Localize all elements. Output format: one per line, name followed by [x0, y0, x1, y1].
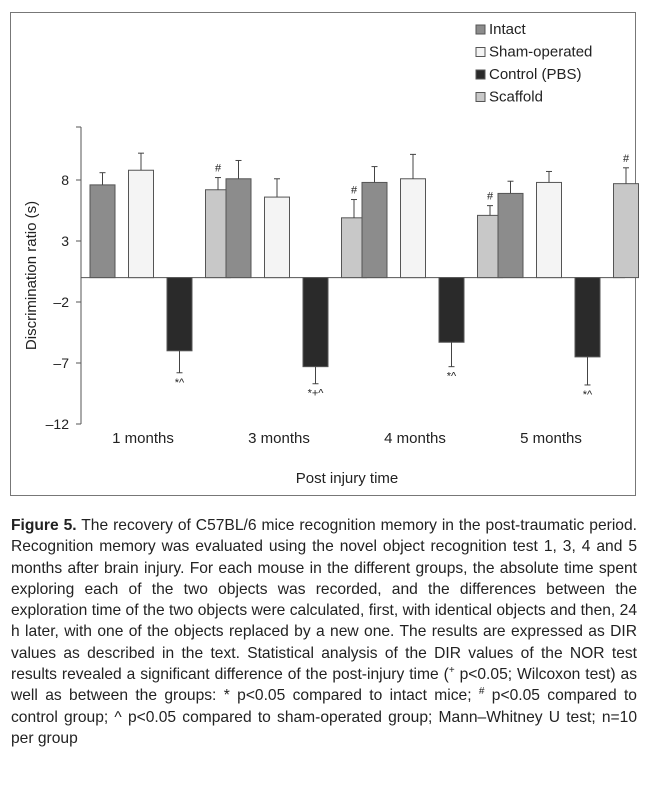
- caption-sup-plus: +: [448, 664, 455, 676]
- significance-label: #: [623, 153, 630, 165]
- legend-swatch: [475, 92, 486, 102]
- caption-text-3: p<0.05 compared to control group; ^ p<0.…: [11, 687, 637, 747]
- legend-label: Control (PBS): [489, 66, 582, 83]
- y-tick-label: –2: [53, 294, 69, 310]
- bar-control-pbs--2: [302, 277, 329, 368]
- bar-chart: 8 3 –2 –7 –12 Discrimination ratio (s) *^ #1 mo…: [23, 21, 639, 487]
- x-category-label: 1 months: [112, 430, 174, 447]
- x-category-label: 3 months: [248, 430, 310, 447]
- legend-swatch: [475, 24, 486, 35]
- bar-intact-4: [497, 192, 524, 279]
- bar-intact-1: [89, 184, 116, 279]
- figure-caption: Figure 5. The recovery of C57BL/6 mice r…: [11, 515, 637, 749]
- legend-label: Sham-operated: [489, 44, 592, 61]
- x-axis-label: Post injury time: [296, 470, 399, 487]
- y-tick-label: 8: [61, 172, 69, 188]
- bar-control-pbs--3: [438, 277, 465, 343]
- caption-label: Figure 5.: [11, 517, 77, 534]
- x-category-label: 5 months: [520, 430, 582, 447]
- significance-label: #: [487, 191, 494, 203]
- y-tick-label: –12: [46, 416, 70, 432]
- legend-label: Intact: [489, 21, 527, 38]
- legend-swatch: [475, 47, 486, 57]
- significance-label: *^: [175, 377, 185, 389]
- bar-sham-operated-2: [264, 196, 290, 279]
- bar-sham-operated-1: [128, 169, 154, 279]
- bar-sham-operated-4: [536, 181, 562, 279]
- y-axis-label: Discrimination ratio (s): [23, 201, 40, 350]
- significance-label: *+^: [308, 388, 325, 400]
- y-tick-label: –7: [53, 355, 69, 371]
- legend-label: Scaffold: [489, 89, 543, 106]
- bar-scaffold-4: [613, 183, 639, 279]
- caption-text-2: p<0.05; Wilcoxon test) as well as betwee…: [11, 666, 637, 705]
- bar-sham-operated-3: [400, 178, 426, 279]
- caption-sup-hash: #: [478, 686, 485, 698]
- significance-label: #: [351, 185, 358, 197]
- significance-label: #: [215, 163, 222, 175]
- y-tick-label: 3: [61, 233, 69, 249]
- significance-label: *^: [447, 371, 457, 383]
- bar-control-pbs--4: [574, 277, 601, 358]
- x-category-label: 4 months: [384, 430, 446, 447]
- legend-swatch: [475, 69, 486, 80]
- bar-intact-2: [225, 178, 252, 279]
- caption-text-1: The recovery of C57BL/6 mice recognition…: [11, 517, 637, 684]
- bar-intact-3: [361, 181, 388, 279]
- significance-label: *^: [583, 389, 593, 401]
- bar-control-pbs--1: [166, 277, 193, 352]
